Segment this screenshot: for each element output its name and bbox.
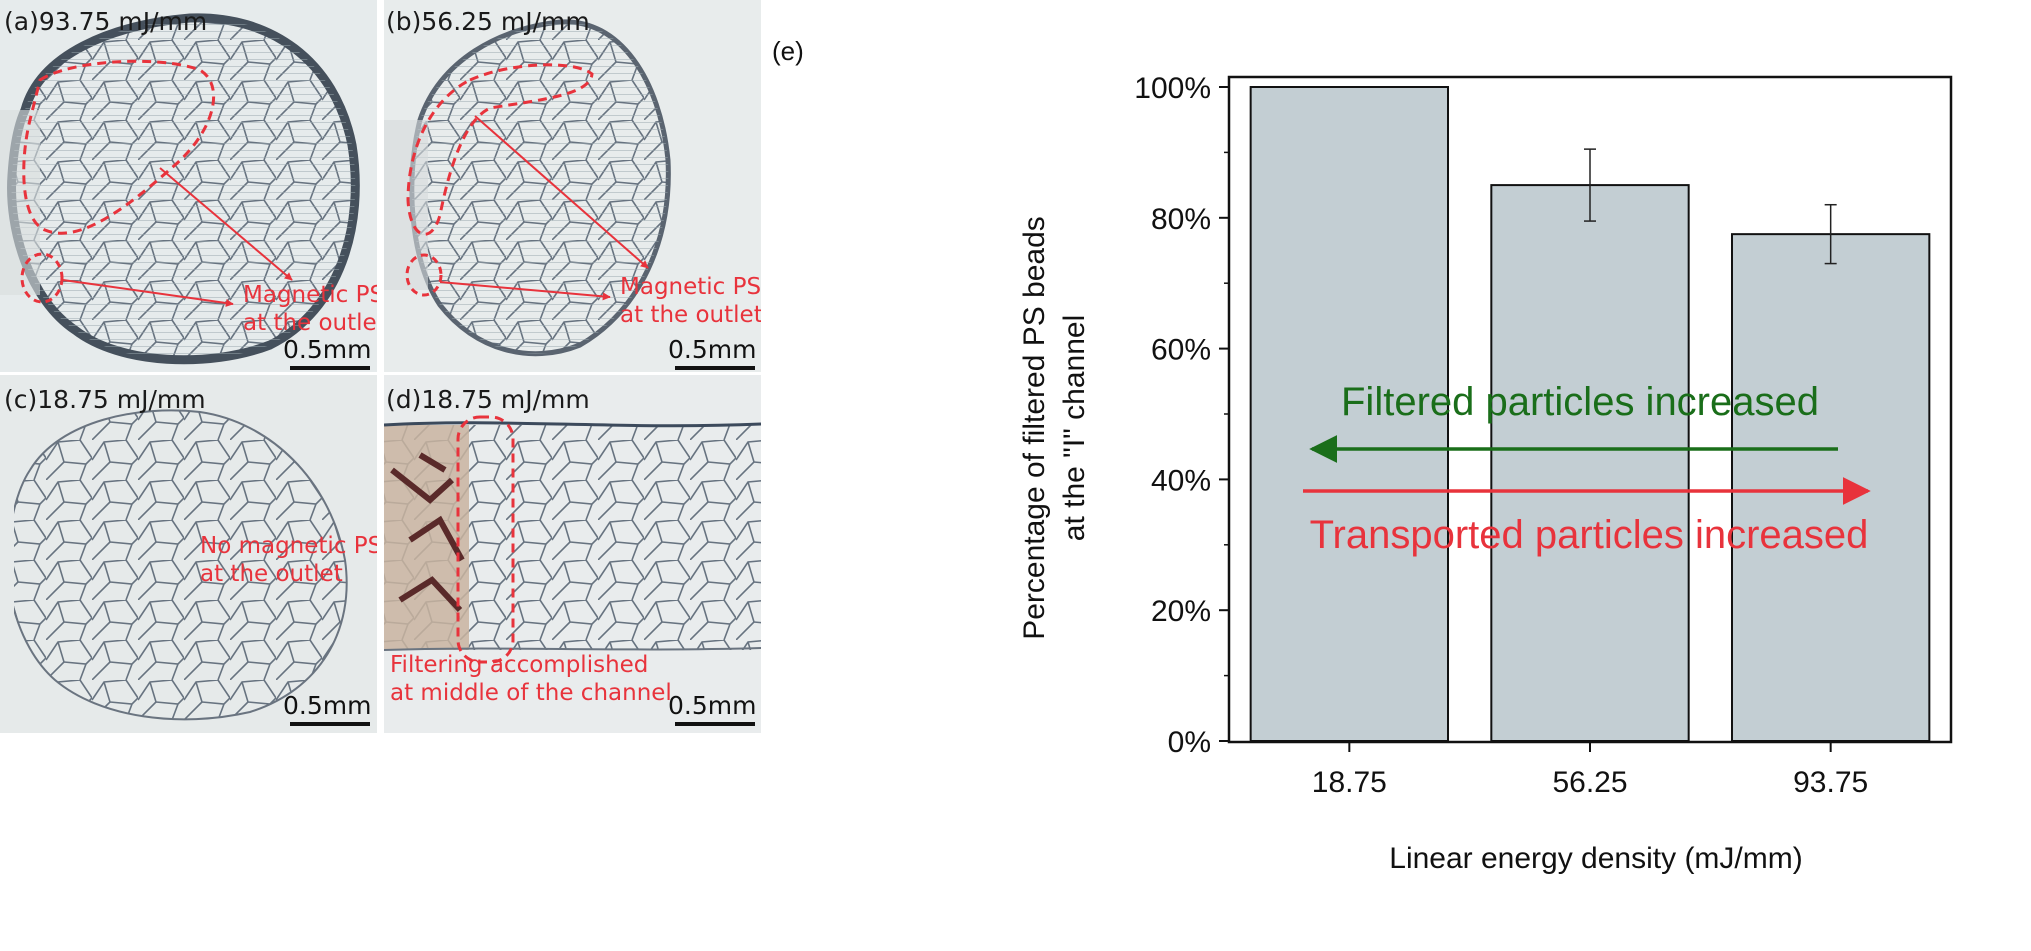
bar-chart: (e) 18.75 56.25 93.75 0% 20% 40% 60% 80% 100% Fi… <box>772 36 1953 875</box>
panel-b: (b)56.25 mJ/mm Magnetic PS at the outlet… <box>384 0 763 372</box>
panel-b-note-2: at the outlet <box>620 302 763 328</box>
panel-d-dashed-region <box>456 415 515 664</box>
panel-d-note-1: Filtering accomplished <box>390 652 648 678</box>
panel-a-note-2: at the outlet <box>243 310 386 336</box>
panel-a-scale-bar <box>290 366 370 370</box>
x-tick-label-18.75: 18.75 <box>1312 766 1387 799</box>
bar-93.75 <box>1730 233 1931 742</box>
panel-a: (a)93.75 mJ/mm Magnetic PS at the outlet… <box>0 0 386 372</box>
panel-d-label: (d)18.75 mJ/mm <box>386 385 590 414</box>
panel-c-scale-label: 0.5mm <box>283 691 371 720</box>
y-tick-label-5: 100% <box>1134 72 1211 105</box>
annotation-transported: Transported particles increased <box>1310 513 1869 557</box>
y-tick-label-3: 60% <box>1151 334 1211 367</box>
panel-c-note-1: No magnetic PS <box>200 533 382 559</box>
y-tick-label-4: 80% <box>1151 203 1211 236</box>
panel-b-scale-label: 0.5mm <box>668 335 756 364</box>
y-tick-label-0: 0% <box>1168 726 1211 759</box>
panel-d-scale-label: 0.5mm <box>668 691 756 720</box>
x-tick-label-56.25: 56.25 <box>1552 766 1627 799</box>
panel-c-label: (c)18.75 mJ/mm <box>4 385 206 414</box>
panel-a-dashed-outlet <box>20 252 64 304</box>
y-axis-title-line-1: Percentage of filtered PS beads <box>1018 216 1051 640</box>
x-axis-title: Linear energy density (mJ/mm) <box>1389 842 1802 875</box>
panel-b-arrow-2 <box>439 281 611 301</box>
panel-b-dashed-outlet <box>405 253 443 297</box>
y-tick-label-1: 20% <box>1151 595 1211 628</box>
panel-a-label: (a)93.75 mJ/mm <box>4 7 207 36</box>
y-tick-label-2: 40% <box>1151 464 1211 497</box>
bar-18.75 <box>1249 86 1450 742</box>
panel-b-arrow-1 <box>474 115 649 269</box>
panel-b-scale-bar <box>675 366 755 370</box>
x-tick-label-93.75: 93.75 <box>1793 766 1868 799</box>
panel-b-label: (b)56.25 mJ/mm <box>386 7 590 36</box>
panel-d-filled-section <box>384 425 469 650</box>
panel-b-note-1: Magnetic PS <box>620 274 761 300</box>
panel-a-arrow-1 <box>159 167 293 281</box>
panel-c-note-2: at the outlet <box>200 561 343 587</box>
bars-layer <box>1249 86 1931 743</box>
bar-56.25 <box>1490 184 1690 743</box>
panel-a-dashed-region <box>22 59 216 235</box>
panel-b-dashed-region <box>406 63 594 236</box>
panel-a-scale-label: 0.5mm <box>283 335 371 364</box>
axes-layer: 18.75 56.25 93.75 0% 20% 40% 60% 80% 100% <box>1134 72 1953 799</box>
chart-panel-label: (e) <box>772 36 804 66</box>
panel-a-note-1: Magnetic PS <box>243 282 384 308</box>
panel-d-note-2: at middle of the channel <box>390 680 672 706</box>
y-axis-title-line-2: at the "I" channel <box>1058 315 1091 541</box>
panel-d: (d)18.75 mJ/mm Filtering accomplished at… <box>384 375 761 733</box>
panel-c: (c)18.75 mJ/mm No magnetic PS at the out… <box>0 375 382 733</box>
panel-c-scale-bar <box>290 722 370 726</box>
panel-d-scale-bar <box>675 722 755 726</box>
annotation-filtered: Filtered particles increased <box>1341 380 1819 424</box>
panel-a-arrow-2 <box>62 279 234 307</box>
